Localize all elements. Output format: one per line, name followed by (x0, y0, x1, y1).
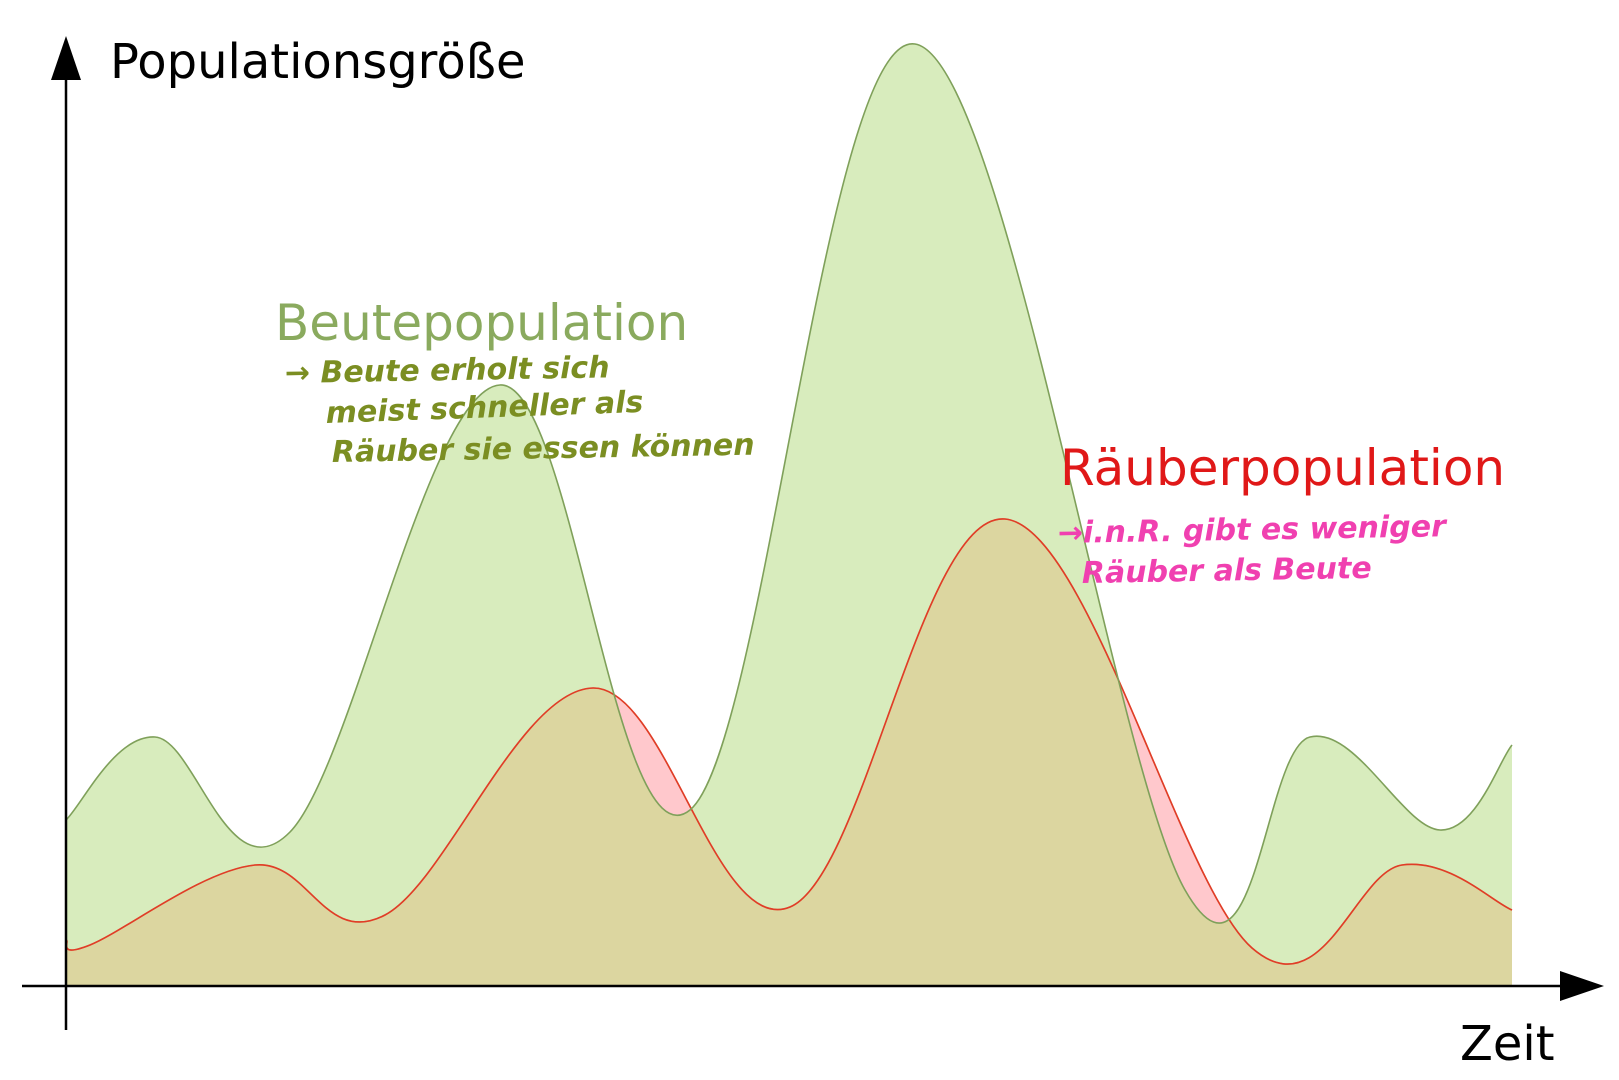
prey-area (66, 43, 1512, 986)
prey-series-label: Beutepopulation (275, 294, 688, 352)
prey-handwritten-note: → Beute erholt sich meist schneller als … (285, 350, 755, 470)
predator-curve-highlight (65, 518, 1513, 965)
prey-note-line-1: → Beute erholt sich (285, 350, 610, 391)
prey-note-line-2: meist schneller als (325, 385, 644, 431)
prey-note-line-3: Räuber sie essen können (332, 428, 755, 470)
predator-note-line-1: →i.n.R. gibt es weniger (1058, 509, 1449, 551)
predator-series-label: Räuberpopulation (1060, 439, 1505, 497)
y-axis-arrow (51, 36, 81, 80)
y-axis-label: Populationsgröße (110, 34, 525, 90)
x-axis-arrow (1560, 971, 1604, 1001)
overlap-area (66, 518, 1512, 986)
predator-note-line-2: Räuber als Beute (1082, 551, 1372, 591)
x-axis-label: Zeit (1460, 1016, 1555, 1072)
prey-curve (65, 43, 1513, 924)
predator-handwritten-note: →i.n.R. gibt es weniger Räuber als Beute (1058, 509, 1449, 591)
